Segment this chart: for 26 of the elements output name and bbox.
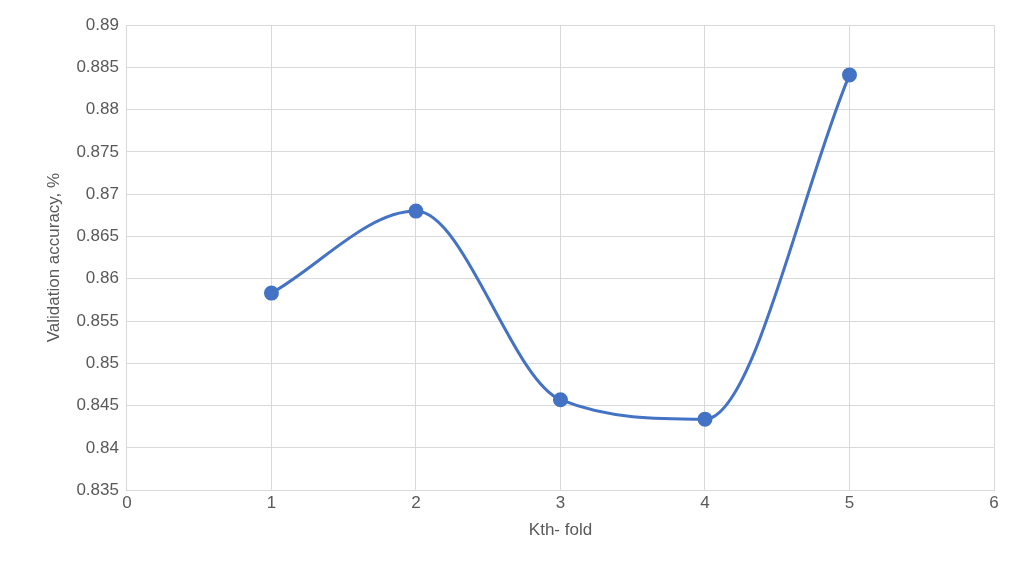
y-tick-label: 0.84 <box>85 437 119 457</box>
x-tick-label: 4 <box>700 493 710 513</box>
y-tick-label: 0.885 <box>76 56 119 76</box>
y-tick-label: 0.88 <box>85 99 119 119</box>
x-tick-label: 0 <box>122 493 132 513</box>
y-tick-label: 0.875 <box>76 141 119 161</box>
x-tick-label: 6 <box>989 493 999 513</box>
y-tick-label: 0.85 <box>85 353 119 373</box>
y-axis-title: Validation accuracy, % <box>43 172 63 343</box>
x-tick-label: 2 <box>411 493 421 513</box>
point <box>552 392 568 408</box>
y-tick-label: 0.835 <box>76 479 119 499</box>
point <box>263 285 279 301</box>
point <box>841 67 857 83</box>
x-tick-label: 5 <box>844 493 855 513</box>
y-tick-label: 0.855 <box>76 310 119 330</box>
y-tick-label: 0.86 <box>85 268 119 288</box>
x-tick-label: 3 <box>555 493 566 513</box>
point <box>408 203 424 219</box>
x-tick-label: 1 <box>266 493 277 513</box>
point <box>697 411 713 427</box>
y-tick-label: 0.865 <box>76 226 119 246</box>
y-tick-label: 0.845 <box>76 395 119 415</box>
y-tick-label: 0.89 <box>85 14 119 34</box>
x-axis-title: Kth- fold <box>528 520 593 540</box>
y-tick-label: 0.87 <box>85 183 119 203</box>
